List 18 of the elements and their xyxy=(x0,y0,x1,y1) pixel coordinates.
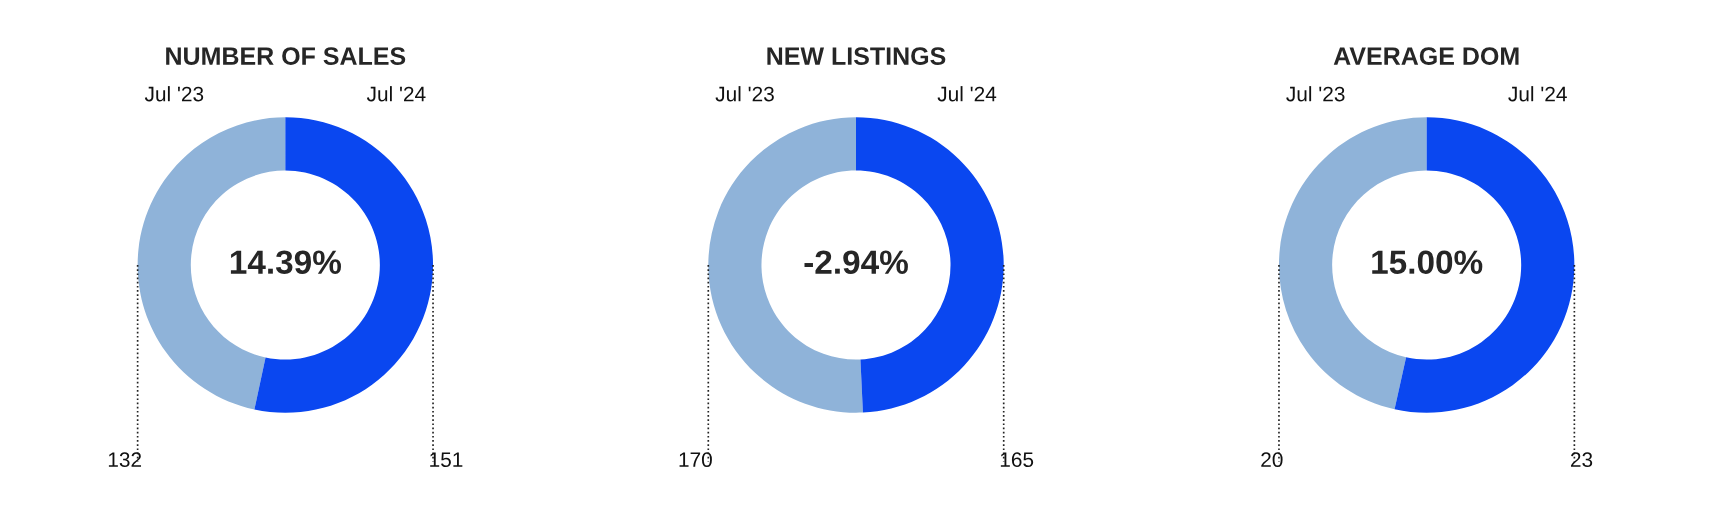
chart-title: AVERAGE DOM xyxy=(1333,47,1519,65)
data-label: 20 xyxy=(1261,452,1283,468)
slice-label: Jul '24 xyxy=(1508,86,1567,102)
text: 14.39% xyxy=(230,250,341,275)
data-label: 151 xyxy=(430,452,463,468)
slice-label: Jul '24 xyxy=(366,86,426,102)
chart-title: NUMBER OF SALES xyxy=(166,47,406,65)
text: 15.00% xyxy=(1372,250,1483,274)
slice-label: Jul '23 xyxy=(715,86,774,102)
data-label: 132 xyxy=(108,452,142,468)
chart-title: NEW LISTINGS xyxy=(767,47,946,65)
text: -2.94% xyxy=(804,250,908,274)
slice-label: Jul '24 xyxy=(937,86,997,102)
data-label: 165 xyxy=(1000,452,1034,468)
slice-label: Jul '23 xyxy=(144,86,204,102)
slice-label: Jul '23 xyxy=(1286,86,1345,102)
data-label: 23 xyxy=(1570,452,1593,468)
data-label: 170 xyxy=(679,452,712,468)
